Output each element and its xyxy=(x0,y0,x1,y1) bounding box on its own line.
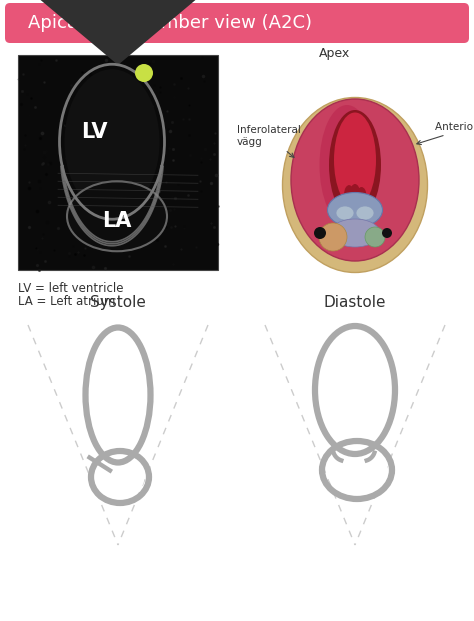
Ellipse shape xyxy=(344,185,354,203)
Circle shape xyxy=(314,227,326,239)
Text: LV = left ventricle: LV = left ventricle xyxy=(18,282,124,295)
Ellipse shape xyxy=(328,193,383,227)
Text: Diastole: Diastole xyxy=(324,295,386,310)
Text: Apical two-chamber view (A2C): Apical two-chamber view (A2C) xyxy=(28,14,312,32)
Ellipse shape xyxy=(319,330,391,450)
Text: Systole: Systole xyxy=(90,295,146,310)
Circle shape xyxy=(382,228,392,238)
Text: LA = Left atrium: LA = Left atrium xyxy=(18,295,115,308)
Ellipse shape xyxy=(329,110,381,220)
Text: Inferolateral
vägg: Inferolateral vägg xyxy=(237,125,301,157)
Ellipse shape xyxy=(95,455,145,499)
Circle shape xyxy=(135,64,153,82)
Circle shape xyxy=(365,227,385,247)
Ellipse shape xyxy=(67,181,167,252)
Text: Apex: Apex xyxy=(319,47,351,60)
Text: LA: LA xyxy=(102,211,132,231)
Ellipse shape xyxy=(334,112,376,207)
Text: LV: LV xyxy=(81,122,107,142)
Ellipse shape xyxy=(327,445,388,494)
Text: Anterior vägg: Anterior vägg xyxy=(417,122,474,145)
Ellipse shape xyxy=(90,332,146,458)
Ellipse shape xyxy=(336,206,354,220)
Ellipse shape xyxy=(356,187,366,205)
Circle shape xyxy=(319,223,347,251)
Wedge shape xyxy=(0,0,299,65)
FancyBboxPatch shape xyxy=(5,3,469,43)
Ellipse shape xyxy=(64,70,159,214)
Ellipse shape xyxy=(291,99,419,261)
Ellipse shape xyxy=(330,219,380,247)
Bar xyxy=(18,55,218,270)
Ellipse shape xyxy=(356,206,374,220)
Ellipse shape xyxy=(283,97,428,273)
Ellipse shape xyxy=(319,105,374,225)
Ellipse shape xyxy=(350,184,360,202)
